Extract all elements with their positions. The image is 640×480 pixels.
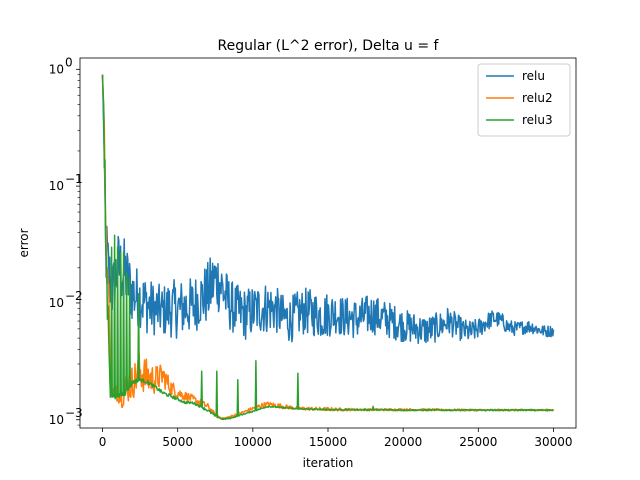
y-tick-exponent: −2: [65, 289, 83, 303]
y-tick-label: 10: [49, 296, 64, 310]
y-tick-exponent: −1: [65, 172, 83, 186]
y-tick-label: 10: [49, 179, 64, 193]
x-tick-label: 20000: [384, 435, 422, 449]
x-axis-label: iteration: [303, 456, 354, 470]
series-line-relu3: [101, 74, 554, 421]
series-layer: [101, 74, 555, 421]
y-tick-exponent: −3: [65, 406, 83, 420]
legend-frame: [477, 63, 571, 137]
x-tick-label: 0: [99, 435, 107, 449]
y-tick-exponent: 0: [65, 55, 73, 69]
y-tick-label: 10: [49, 62, 64, 76]
legend-label-relu3: relu3: [522, 113, 553, 127]
y-tick-label: 10: [49, 413, 64, 427]
chart-title: Regular (L^2 error), Delta u = f: [218, 38, 440, 54]
x-tick-label: 30000: [534, 435, 572, 449]
x-tick-label: 25000: [459, 435, 497, 449]
x-tick-label: 15000: [309, 435, 347, 449]
legend: relu relu2 relu3: [477, 63, 571, 137]
x-axis-ticks: 0 5000 10000 15000 20000 25000 30000: [99, 428, 573, 449]
x-tick-label: 10000: [234, 435, 272, 449]
series-line-relu: [101, 74, 555, 345]
y-axis-label: error: [17, 228, 31, 257]
x-tick-label: 5000: [162, 435, 193, 449]
legend-label-relu: relu: [522, 69, 545, 83]
legend-label-relu2: relu2: [522, 91, 553, 105]
